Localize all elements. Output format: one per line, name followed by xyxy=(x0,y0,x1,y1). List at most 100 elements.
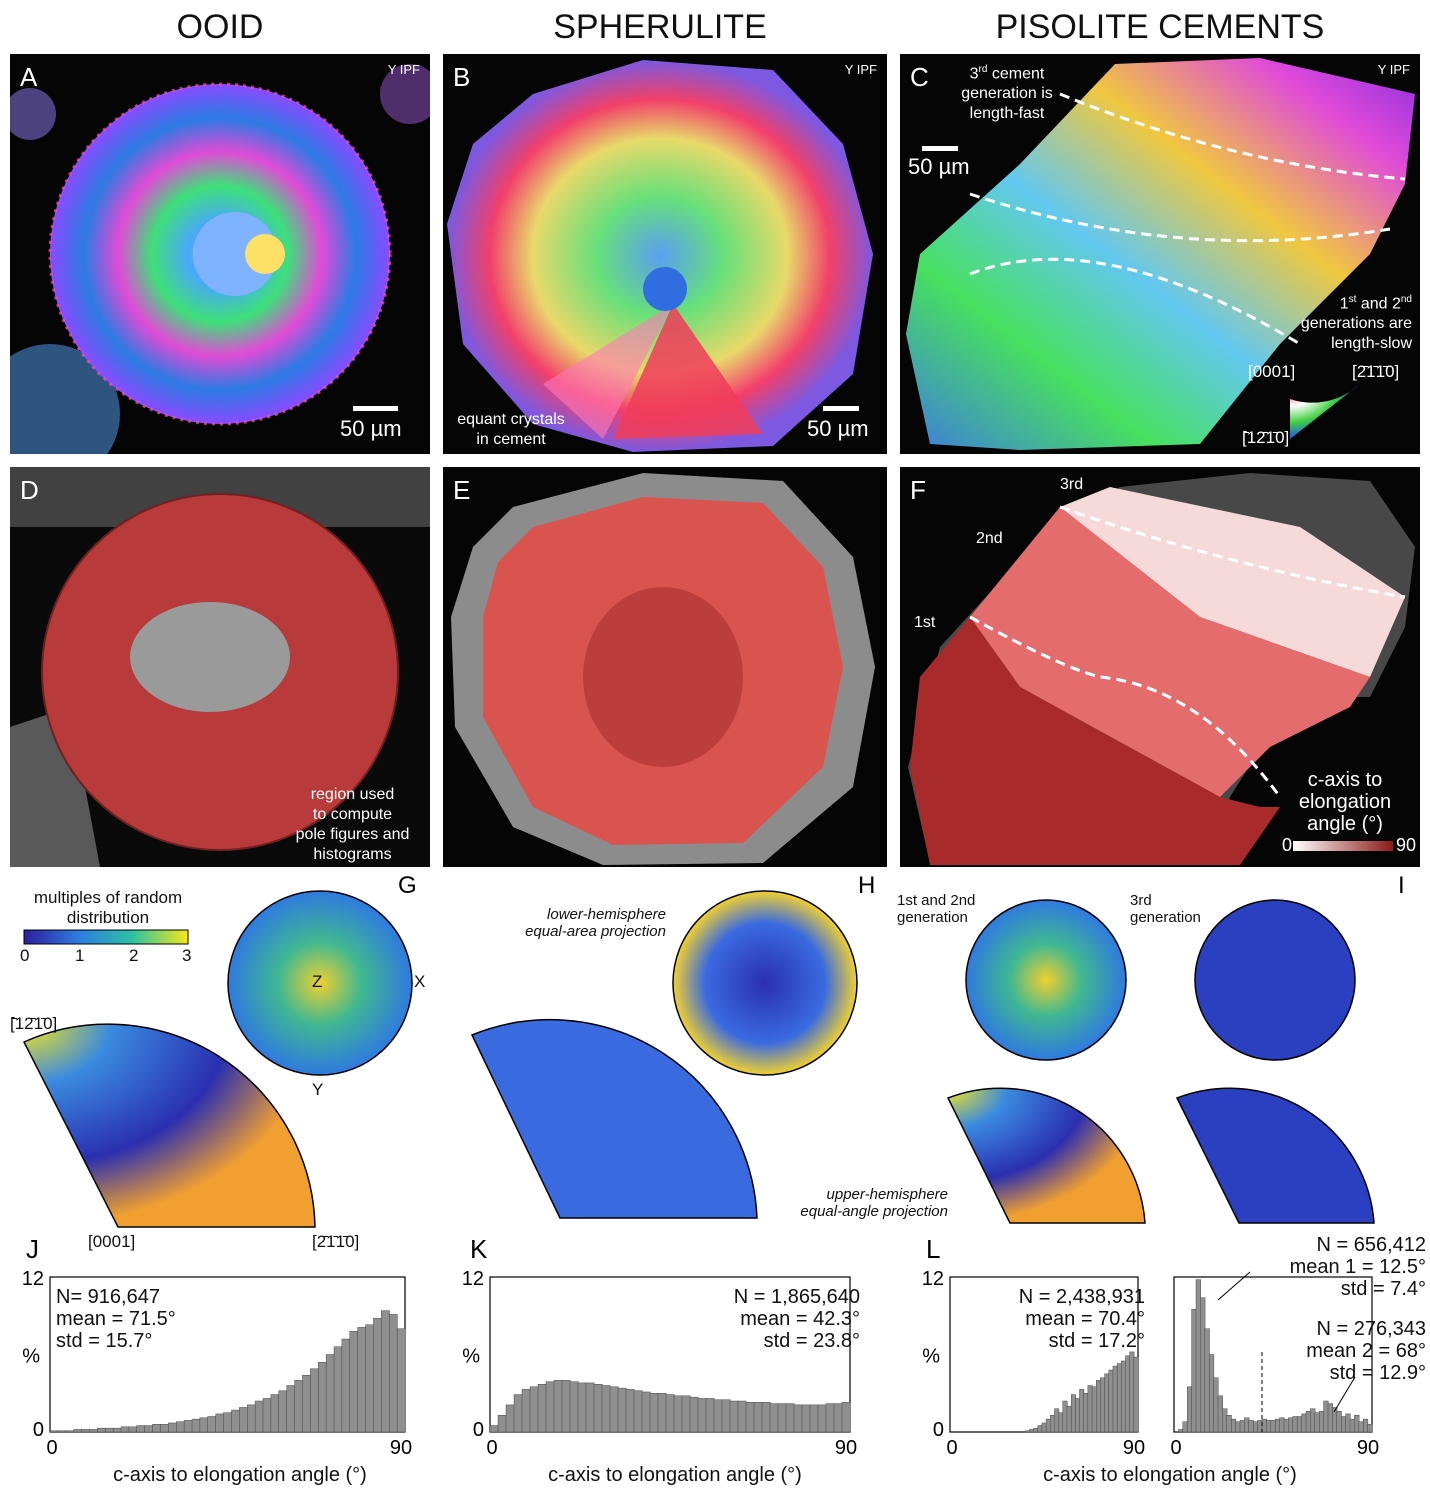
column-title-spherulite: SPHERULITE xyxy=(553,8,767,46)
histogram-l1: 0 90 12 0% xyxy=(922,1268,1145,1459)
histogram-bar xyxy=(1296,1416,1303,1433)
ipf-label-b: Y IPF xyxy=(844,62,877,77)
histogram-bar xyxy=(1091,1386,1097,1433)
histogram-bar xyxy=(1062,1400,1068,1433)
sector-key-2110: [2̄1̄1̄0] xyxy=(312,1232,360,1251)
histogram-bar xyxy=(286,1385,296,1433)
histogram-bar xyxy=(396,1328,406,1433)
histogram-bar xyxy=(785,1403,795,1433)
histogram-bar xyxy=(223,1412,232,1433)
histogram-bar xyxy=(262,1398,272,1433)
scale-bar-b xyxy=(823,406,859,411)
histogram-bar xyxy=(649,1393,659,1433)
pole-axis-x: X xyxy=(414,972,426,991)
histogram-bar xyxy=(1279,1417,1285,1433)
histogram-bar xyxy=(601,1385,611,1433)
y-tick-0: 0 xyxy=(933,1419,944,1441)
histogram-bar xyxy=(310,1368,319,1433)
panel-label-e: E xyxy=(453,475,471,505)
histogram-bar xyxy=(617,1387,627,1433)
histogram-bar xyxy=(128,1426,138,1433)
y-tick-0: 0 xyxy=(33,1419,44,1441)
histogram-bar xyxy=(1252,1421,1259,1433)
histogram-bar xyxy=(1288,1417,1294,1433)
column-title-pisolite: PISOLITE CEMENTS xyxy=(995,8,1325,46)
mrd-tick-1: 1 xyxy=(75,946,85,965)
histogram-bar xyxy=(1070,1394,1076,1433)
spherulite-angle-map xyxy=(443,467,887,867)
histogram-bar xyxy=(373,1318,382,1433)
histogram-k: 0 90 12 0% xyxy=(462,1268,857,1459)
mrd-tick-2: 2 xyxy=(129,946,139,965)
histogram-bar xyxy=(641,1391,651,1433)
histogram-bar xyxy=(1129,1351,1135,1433)
mrd-tick-0: 0 xyxy=(20,946,30,965)
scale-label-a: 50 µm xyxy=(340,416,402,441)
histogram-bar xyxy=(1125,1355,1131,1433)
key-label-0001: [0001] xyxy=(1248,362,1296,381)
histogram-bar xyxy=(529,1386,539,1433)
histogram-bar xyxy=(1033,1427,1039,1433)
gen3-label: 3rd generation xyxy=(1130,892,1201,926)
histogram-bar xyxy=(239,1407,248,1433)
histogram-bar xyxy=(152,1424,161,1433)
hist-label-j: J xyxy=(26,1234,39,1264)
note-equant-crystals: equant crystals in cement xyxy=(457,411,565,448)
histogram-bar xyxy=(737,1400,747,1433)
histogram-bar xyxy=(1327,1403,1333,1433)
histogram-bar xyxy=(1248,1420,1254,1433)
histogram-bar xyxy=(1116,1363,1122,1433)
histogram-bar xyxy=(1083,1393,1089,1433)
histogram-bar xyxy=(521,1389,531,1433)
histogram-bar xyxy=(1345,1413,1351,1433)
histogram-l2: 0 90 xyxy=(1170,1271,1379,1459)
x-tick-90: 90 xyxy=(390,1437,412,1459)
histogram-bar xyxy=(705,1398,715,1433)
histogram-bar xyxy=(270,1394,280,1433)
xlabel-l: c-axis to elongation angle (°) xyxy=(1043,1464,1297,1486)
histogram-bar xyxy=(120,1426,130,1433)
y-tick-12: 12 xyxy=(922,1268,944,1290)
angle-map-panel-d: D region used to compute pole figures and h… xyxy=(10,467,430,867)
histogram-bar xyxy=(1112,1365,1118,1433)
histogram-bar xyxy=(333,1346,343,1433)
hist-label-k: K xyxy=(470,1234,488,1264)
stats-k: N = 1,865,640 mean = 42.3° std = 23.8° xyxy=(733,1286,860,1352)
histogram-bar xyxy=(657,1393,667,1433)
stats-l1: N = 2,438,931 mean = 70.4° std = 17.2° xyxy=(1018,1286,1145,1352)
histogram-bar xyxy=(1054,1408,1060,1433)
ipf-map-panel-b: B Y IPF equant crystals in cement 50 µm xyxy=(443,54,887,454)
histogram-bar xyxy=(1310,1408,1316,1433)
y-tick-0: 0 xyxy=(473,1419,484,1441)
scale-bar-c xyxy=(922,146,958,151)
histogram-bar xyxy=(1292,1416,1298,1433)
histogram-bar xyxy=(729,1400,739,1433)
y-label-percent: % xyxy=(922,1346,940,1368)
histogram-bar xyxy=(1058,1412,1064,1433)
histogram-bar xyxy=(801,1404,811,1433)
gen12-label: 1st and 2nd generation xyxy=(897,892,976,926)
histogram-bar xyxy=(65,1430,75,1433)
hist-label-l: L xyxy=(926,1234,941,1264)
histogram-bar xyxy=(841,1402,851,1433)
panel-label-b: B xyxy=(453,62,471,92)
histogram-bar xyxy=(1235,1421,1241,1433)
leader-line-peak2 xyxy=(1333,1376,1356,1413)
stats-l2-peak1: N = 656,412 mean 1 = 12.5° std = 7.4° xyxy=(1289,1234,1426,1300)
histogram-bar xyxy=(505,1404,515,1433)
histogram-bar xyxy=(1209,1354,1215,1433)
histogram-bar xyxy=(673,1395,683,1433)
ipf-map-panel-c: C Y IPF 3rd cement generation is length-f… xyxy=(900,54,1420,454)
histogram-bar xyxy=(1323,1400,1329,1433)
x-tick-0: 0 xyxy=(46,1437,57,1459)
histogram-bar xyxy=(1226,1415,1232,1433)
panel-label-a: A xyxy=(20,62,38,92)
sector-key-0001: [0001] xyxy=(88,1232,136,1251)
histogram-bar xyxy=(247,1404,256,1433)
histogram-bar xyxy=(1045,1418,1051,1433)
histogram-bar xyxy=(160,1424,169,1433)
histogram-bar xyxy=(1301,1413,1307,1433)
histogram-bar xyxy=(1274,1418,1281,1433)
scale-label-b: 50 µm xyxy=(807,416,869,441)
histogram-bar xyxy=(1200,1297,1206,1433)
